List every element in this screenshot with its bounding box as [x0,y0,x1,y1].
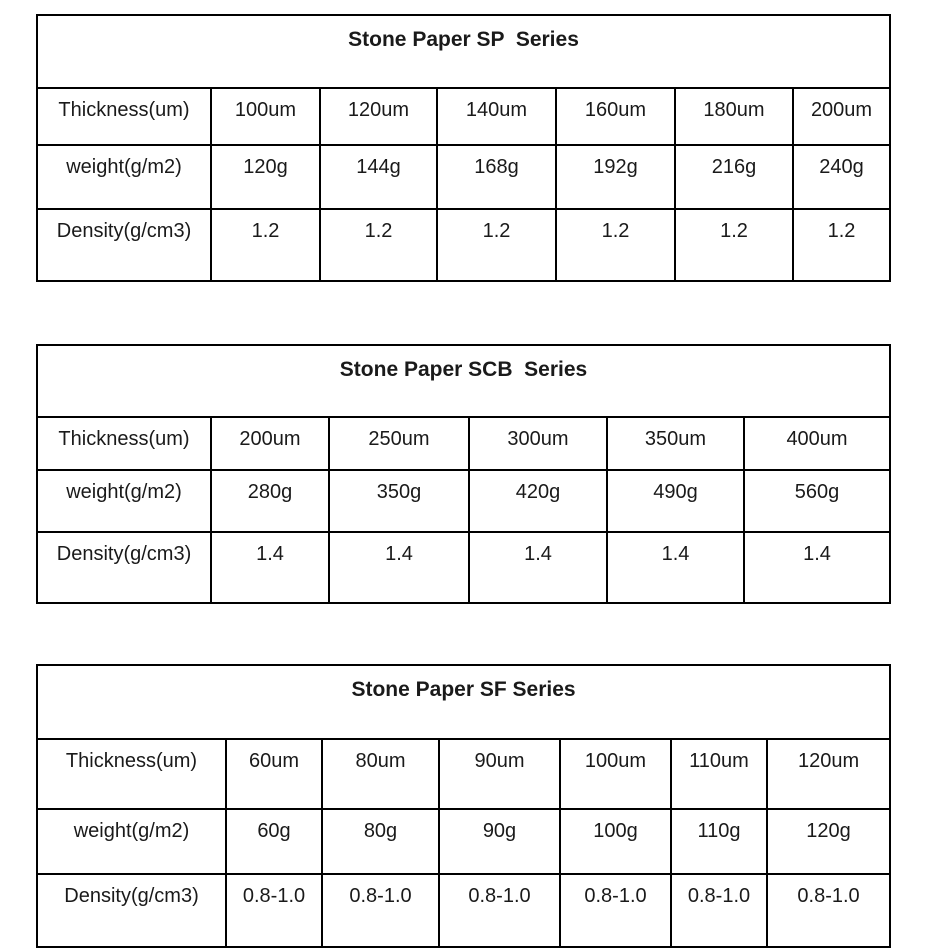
cell: 180um [674,87,794,146]
table-row: weight(g/m2) 280g 350g 420g 490g 560g [36,469,892,533]
table-row: Thickness(um) 60um 80um 90um 100um 110um… [36,738,892,810]
cell: 280g [210,469,330,533]
cell: 560g [742,469,892,533]
row-label: Thickness(um) [36,416,212,471]
table-title: Stone Paper SP Series [35,14,892,89]
cell: 1.2 [210,208,321,282]
cell: 350g [328,469,470,533]
cell: 120um [765,738,892,810]
cell: 0.8-1.0 [321,873,440,948]
sp-series-table: Stone Paper SP Series Thickness(um) 100u… [35,14,892,282]
row-label: Density(g/cm3) [36,208,212,282]
cell: 1.4 [742,531,892,604]
scb-series-table: Stone Paper SCB Series Thickness(um) 200… [35,344,892,604]
cell: 100um [210,87,321,146]
cell: 1.2 [319,208,438,282]
cell: 1.2 [674,208,794,282]
cell: 120g [210,144,321,210]
sf-series-table: Stone Paper SF Series Thickness(um) 60um… [35,664,892,948]
cell: 1.2 [555,208,676,282]
cell: 1.4 [468,531,608,604]
cell: 140um [436,87,557,146]
cell: 1.4 [606,531,745,604]
cell: 90um [438,738,561,810]
cell: 120um [319,87,438,146]
cell: 240g [791,144,892,210]
cell: 250um [328,416,470,471]
table-title-row: Stone Paper SF Series [35,664,892,740]
table-row: Thickness(um) 200um 250um 300um 350um 40… [36,416,892,471]
table-row: weight(g/m2) 60g 80g 90g 100g 110g 120g [36,808,892,875]
cell: 110g [670,808,768,875]
cell: 0.8-1.0 [559,873,672,948]
cell: 80g [321,808,440,875]
cell: 300um [468,416,608,471]
cell: 0.8-1.0 [765,873,892,948]
cell: 350um [606,416,745,471]
cell: 1.2 [791,208,892,282]
cell: 1.4 [210,531,330,604]
row-label: weight(g/m2) [36,808,227,875]
table-row: Thickness(um) 100um 120um 140um 160um 18… [36,87,892,146]
cell: 60g [225,808,323,875]
cell: 90g [438,808,561,875]
table-title: Stone Paper SCB Series [35,344,892,418]
cell: 1.2 [436,208,557,282]
cell: 80um [321,738,440,810]
cell: 168g [436,144,557,210]
table-title-row: Stone Paper SP Series [35,14,892,89]
row-label: Density(g/cm3) [36,873,227,948]
row-label: weight(g/m2) [36,469,212,533]
table-row: Density(g/cm3) 0.8-1.0 0.8-1.0 0.8-1.0 0… [36,873,892,948]
row-label: weight(g/m2) [36,144,212,210]
cell: 0.8-1.0 [438,873,561,948]
row-label: Density(g/cm3) [36,531,212,604]
cell: 200um [791,87,892,146]
table-title: Stone Paper SF Series [35,664,892,740]
table-row: Density(g/cm3) 1.2 1.2 1.2 1.2 1.2 1.2 [36,208,892,282]
cell: 490g [606,469,745,533]
table-row: weight(g/m2) 120g 144g 168g 192g 216g 24… [36,144,892,210]
cell: 0.8-1.0 [225,873,323,948]
cell: 0.8-1.0 [670,873,768,948]
cell: 110um [670,738,768,810]
cell: 216g [674,144,794,210]
row-label: Thickness(um) [36,738,227,810]
row-label: Thickness(um) [36,87,212,146]
cell: 160um [555,87,676,146]
cell: 60um [225,738,323,810]
cell: 192g [555,144,676,210]
cell: 100um [559,738,672,810]
cell: 420g [468,469,608,533]
cell: 1.4 [328,531,470,604]
table-row: Density(g/cm3) 1.4 1.4 1.4 1.4 1.4 [36,531,892,604]
cell: 120g [765,808,892,875]
cell: 100g [559,808,672,875]
cell: 200um [210,416,330,471]
cell: 400um [742,416,892,471]
cell: 144g [319,144,438,210]
table-title-row: Stone Paper SCB Series [35,344,892,418]
